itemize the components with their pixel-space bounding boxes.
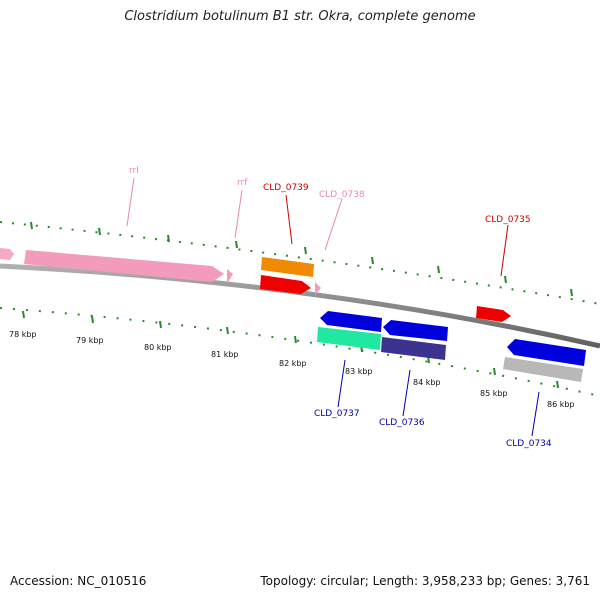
kbp-label: 82 kbp [279,359,307,368]
CLD_0739-gene-arrow[interactable] [261,257,314,277]
CLD_0735-gene-arrow[interactable] [476,306,511,322]
kbp-label: 86 kbp [547,400,575,409]
CLD_0737-gene-arrow[interactable] [320,311,382,332]
kbp-label: 79 kbp [76,336,104,345]
rna-gene-left-partial[interactable] [0,248,14,260]
accession-text: Accession: NC_010516 [10,574,147,588]
CLD_0736-leader [402,369,411,417]
CLD_0736-gene-arrow[interactable] [383,320,448,341]
CLD_0735-leader [500,224,509,277]
CLD_0739-label: CLD_0739 [263,183,309,193]
CLD_0735-label: CLD_0735 [485,215,531,225]
CLD_0739-leader [285,194,293,245]
genome-info-text: Topology: circular; Length: 3,958,233 bp… [260,574,590,588]
rrf-leader [234,189,243,239]
map-title: Clostridium botulinum B1 str. Okra, comp… [124,9,476,24]
genome-backbone [0,263,600,349]
CLD_0737-label: CLD_0737 [314,409,360,419]
outer-tick-ring [0,221,600,305]
outer-major-ticks [30,221,573,297]
kbp-label: 85 kbp [480,389,508,398]
rrl-gene-small-arrow[interactable] [227,269,233,284]
kbp-label: 80 kbp [144,343,172,352]
CLD_0734-cds[interactable] [503,357,583,382]
CLD_0737-cds[interactable] [317,327,381,350]
inner-major-ticks [22,310,559,389]
CLD_0738-label: CLD_0738 [319,190,365,200]
rrl-label: rrl [129,166,139,176]
kbp-label: 81 kbp [211,350,239,359]
CLD_0736-label: CLD_0736 [379,418,425,428]
rrf-label: rrf [237,178,248,188]
kbp-label: 78 kbp [9,330,37,339]
CLD_0734-label: CLD_0734 [506,439,552,449]
CLD_0736-cds[interactable] [381,337,446,360]
inner-tick-ring [0,307,600,397]
rrf-gene-arrow[interactable] [315,282,321,295]
CLD_0737-leader [337,359,346,408]
kbp-label: 83 kbp [345,367,373,376]
rrl-gene-arrow[interactable] [24,250,224,282]
rrl-leader [126,177,135,227]
CLD_0734-gene-arrow[interactable] [507,339,586,366]
CLD_0739-cds-arrow[interactable] [260,275,311,294]
CLD_0734-leader [531,391,540,437]
CLD_0738-leader [324,198,343,251]
kbp-label: 84 kbp [413,378,441,387]
